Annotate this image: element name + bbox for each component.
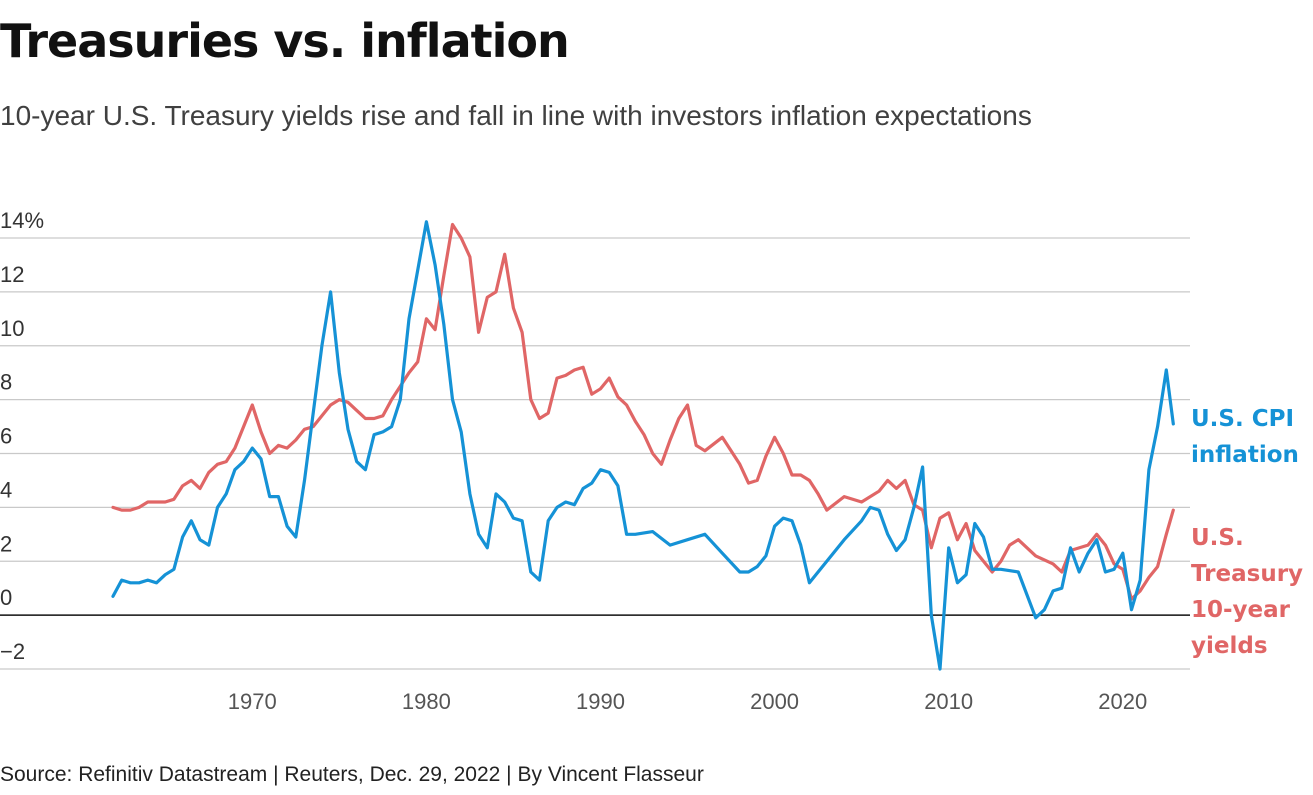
y-tick-label: 8	[0, 370, 12, 395]
y-tick-label: 2	[0, 531, 12, 556]
x-tick-label: 2020	[1098, 689, 1147, 714]
y-tick-label: 14%	[0, 208, 44, 233]
series-lines	[111, 220, 1175, 671]
x-tick-label: 2010	[924, 689, 973, 714]
y-tick-label: −2	[0, 639, 25, 664]
series-labels: U.S. CPI inflation U.S. Treasury 10-year yiel…	[1191, 406, 1303, 659]
x-tick-label: 1970	[228, 689, 277, 714]
y-axis-ticks: −2 0 2 4 6 8 10 12 14%	[0, 208, 44, 664]
treasury-yield-line	[111, 222, 1175, 601]
cpi-series-label: U.S. CPI inflation	[1191, 406, 1299, 468]
chart-title: Treasuries vs. inflation	[0, 14, 570, 68]
y-tick-label: 0	[0, 585, 12, 610]
treasury-series-label: U.S. Treasury 10-year yields	[1191, 525, 1303, 659]
y-tick-label: 10	[0, 316, 24, 341]
x-tick-label: 1990	[576, 689, 625, 714]
y-tick-label: 6	[0, 424, 12, 449]
x-tick-label: 1980	[402, 689, 451, 714]
x-axis-ticks: 1970 1980 1990 2000 2010 2020	[228, 689, 1147, 714]
chart-subtitle: 10-year U.S. Treasury yields rise and fa…	[0, 100, 1032, 131]
gridlines	[0, 237, 1190, 670]
y-tick-label: 4	[0, 477, 12, 502]
source-note: Source: Refinitiv Datastream | Reuters, …	[0, 763, 704, 786]
cpi-inflation-line	[111, 220, 1175, 671]
x-tick-label: 2000	[750, 689, 799, 714]
y-tick-label: 12	[0, 262, 24, 287]
